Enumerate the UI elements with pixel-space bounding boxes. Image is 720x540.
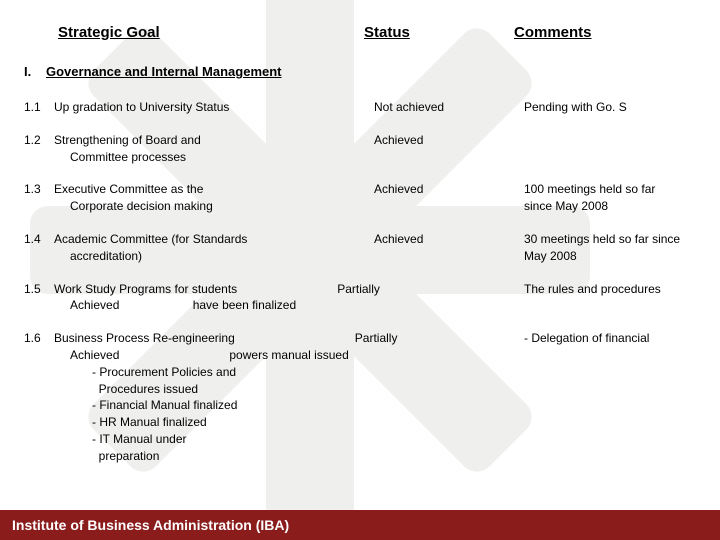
row-comments: Pending with Go. S xyxy=(524,99,690,116)
section-label: Governance and Internal Management xyxy=(46,64,690,79)
header-goal: Strategic Goal xyxy=(58,24,160,41)
section-row: I. Governance and Internal Management xyxy=(24,64,690,79)
table-row: 1.3 Executive Committee as the Corporate… xyxy=(24,181,690,215)
table-row: 1.4 Academic Committee (for Standards ac… xyxy=(24,231,690,265)
row-num: 1.6 xyxy=(24,330,54,464)
row-num: 1.3 xyxy=(24,181,54,215)
row-num: 1.1 xyxy=(24,99,54,116)
row-goal: Strengthening of Board and Committee pro… xyxy=(54,132,374,166)
row-status: Achieved xyxy=(374,132,524,166)
header-status: Status xyxy=(364,24,410,41)
row-comments: 30 meetings held so far since May 2008 xyxy=(524,231,690,265)
row-comments: 100 meetings held so far since May 2008 xyxy=(524,181,690,215)
table-row: 1.2 Strengthening of Board and Committee… xyxy=(24,132,690,166)
row-status: Achieved xyxy=(374,181,524,215)
table-row: 1.5 Work Study Programs for students Par… xyxy=(24,281,690,315)
row-num: 1.4 xyxy=(24,231,54,265)
table-header: Strategic Goal Status Comments xyxy=(24,24,690,42)
slide-content: Strategic Goal Status Comments I. Govern… xyxy=(0,0,720,540)
row-num: 1.2 xyxy=(24,132,54,166)
row-status: Achieved xyxy=(374,231,524,265)
row-comments: The rules and procedures xyxy=(524,281,690,315)
section-num: I. xyxy=(24,64,46,79)
row-comments: - Delegation of financial xyxy=(524,330,690,464)
row-status: Not achieved xyxy=(374,99,524,116)
row-comments xyxy=(524,132,690,166)
row-goal: Business Process Re-engineering Partiall… xyxy=(54,330,524,464)
footer-text: Institute of Business Administration (IB… xyxy=(12,517,289,533)
row-goal: Academic Committee (for Standards accred… xyxy=(54,231,374,265)
row-goal: Executive Committee as the Corporate dec… xyxy=(54,181,374,215)
table-row: 1.6 Business Process Re-engineering Part… xyxy=(24,330,690,464)
table-row: 1.1 Up gradation to University Status No… xyxy=(24,99,690,116)
header-comments: Comments xyxy=(514,24,592,41)
footer-bar: Institute of Business Administration (IB… xyxy=(0,510,720,540)
row-num: 1.5 xyxy=(24,281,54,315)
row-goal: Work Study Programs for students Partial… xyxy=(54,281,524,315)
row-goal: Up gradation to University Status xyxy=(54,99,374,116)
